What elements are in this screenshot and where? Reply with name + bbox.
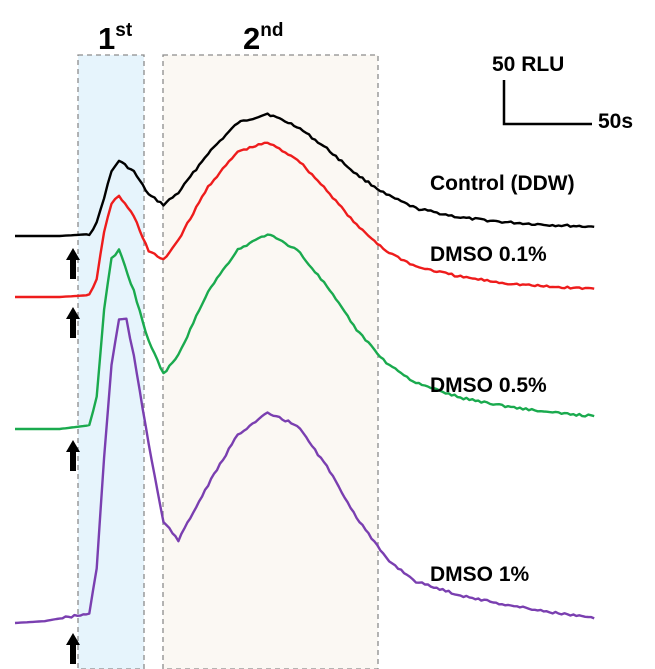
regions-layer <box>77 54 379 669</box>
region-title-superscript: nd <box>260 20 283 41</box>
injection-arrow-icon <box>66 633 80 664</box>
labels-layer: 1st 2nd Control (DDW) DMSO 0.1% DMSO 0.5% DMS… <box>98 20 575 586</box>
scale-bar: 50 RLU 50s <box>492 53 633 133</box>
series-label: DMSO 1% <box>430 563 530 586</box>
region-2-box <box>162 54 379 669</box>
series-label: DMSO 0.5% <box>430 374 547 397</box>
scale-bar-lines <box>502 80 592 126</box>
series-line <box>15 112 595 238</box>
series-label: DMSO 0.1% <box>430 243 547 266</box>
region-title-number: 2 <box>243 21 260 56</box>
series-label: Control (DDW) <box>430 172 575 195</box>
series-line <box>14 317 595 625</box>
series-layer <box>14 112 595 625</box>
injection-arrow-icon <box>66 248 80 279</box>
series-line <box>15 141 595 299</box>
injection-arrow-icon <box>66 307 80 338</box>
region-title-superscript: st <box>115 20 133 41</box>
arrows-layer <box>66 248 80 664</box>
scale-bar-y-label: 50 RLU <box>492 53 564 76</box>
scale-bar-x-label: 50s <box>598 110 633 133</box>
region-title-number: 1 <box>98 21 115 56</box>
series-line <box>15 233 595 431</box>
injection-arrow-icon <box>66 440 80 471</box>
region-2-title: 2nd <box>243 20 283 56</box>
region-1-title: 1st <box>98 20 133 56</box>
